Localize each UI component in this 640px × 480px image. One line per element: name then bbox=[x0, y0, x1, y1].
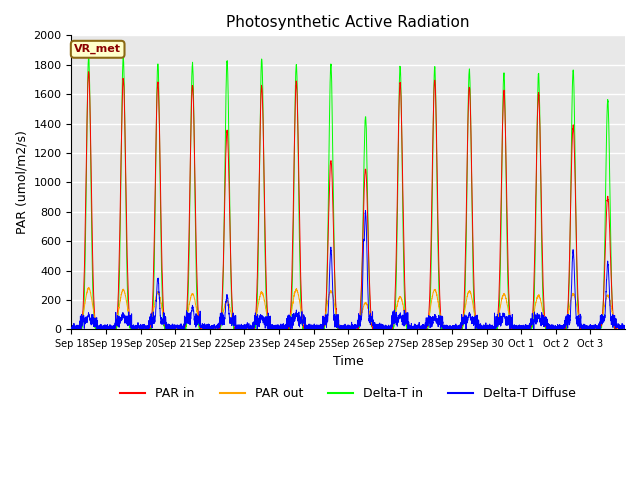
Y-axis label: PAR (umol/m2/s): PAR (umol/m2/s) bbox=[15, 131, 28, 234]
Legend: PAR in, PAR out, Delta-T in, Delta-T Diffuse: PAR in, PAR out, Delta-T in, Delta-T Dif… bbox=[115, 383, 581, 406]
X-axis label: Time: Time bbox=[333, 355, 364, 368]
Title: Photosynthetic Active Radiation: Photosynthetic Active Radiation bbox=[227, 15, 470, 30]
Text: VR_met: VR_met bbox=[74, 44, 121, 54]
